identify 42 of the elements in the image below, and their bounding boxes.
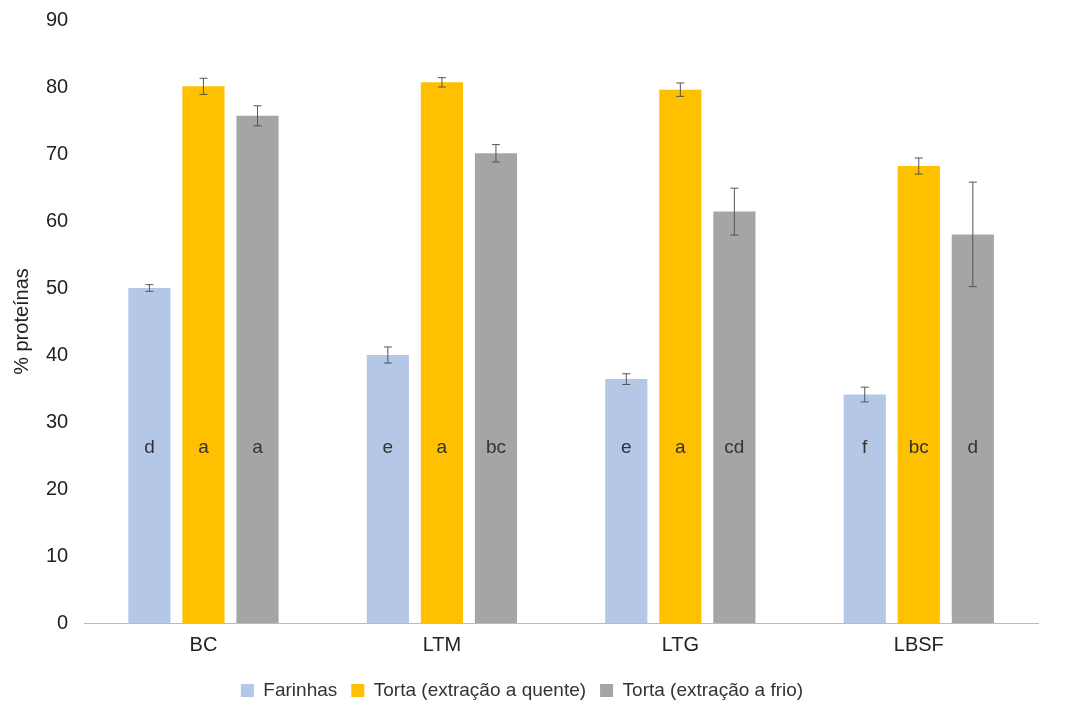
bar [951,234,994,623]
bar [182,86,225,623]
data-label: f [862,436,869,458]
bar [713,211,756,623]
y-tick-label: 80 [46,74,69,97]
y-tick-label: 20 [46,476,69,499]
data-label: bc [908,436,929,458]
y-tick-label: 50 [46,275,69,298]
y-tick-label: 40 [46,342,69,365]
data-label: a [675,436,687,458]
data-label: a [252,436,264,458]
data-label: d [967,436,979,458]
y-tick-label: 30 [46,409,69,432]
bar [659,89,702,623]
bar [843,394,886,623]
data-label: bc [485,436,506,458]
x-tick-label: LTM [422,632,462,655]
legend-label: Torta (extração a quente) [373,678,587,700]
x-tick-label: LTG [661,632,700,655]
bar [128,288,171,623]
y-axis-title: % proteínas [9,268,32,375]
y-tick-label: 90 [46,7,69,30]
data-label: a [198,436,210,458]
y-tick-label: 10 [46,543,69,566]
x-tick-label: LBSF [893,632,944,655]
legend-label: Farinhas [263,678,338,700]
data-label: e [621,436,632,458]
data-label: e [382,436,394,458]
data-label: cd [724,436,745,458]
bar [236,115,279,623]
bar [366,355,409,623]
y-tick-label: 0 [57,610,69,633]
legend-label: Torta (extração a frio) [622,678,804,700]
y-tick-label: 70 [46,141,69,164]
data-label: a [436,436,448,458]
bar [474,153,518,623]
bar [420,82,463,623]
x-tick-label: BC [189,632,218,655]
bar [605,379,648,623]
data-label: d [144,436,155,458]
y-tick-label: 60 [46,208,69,231]
bar [897,166,940,623]
